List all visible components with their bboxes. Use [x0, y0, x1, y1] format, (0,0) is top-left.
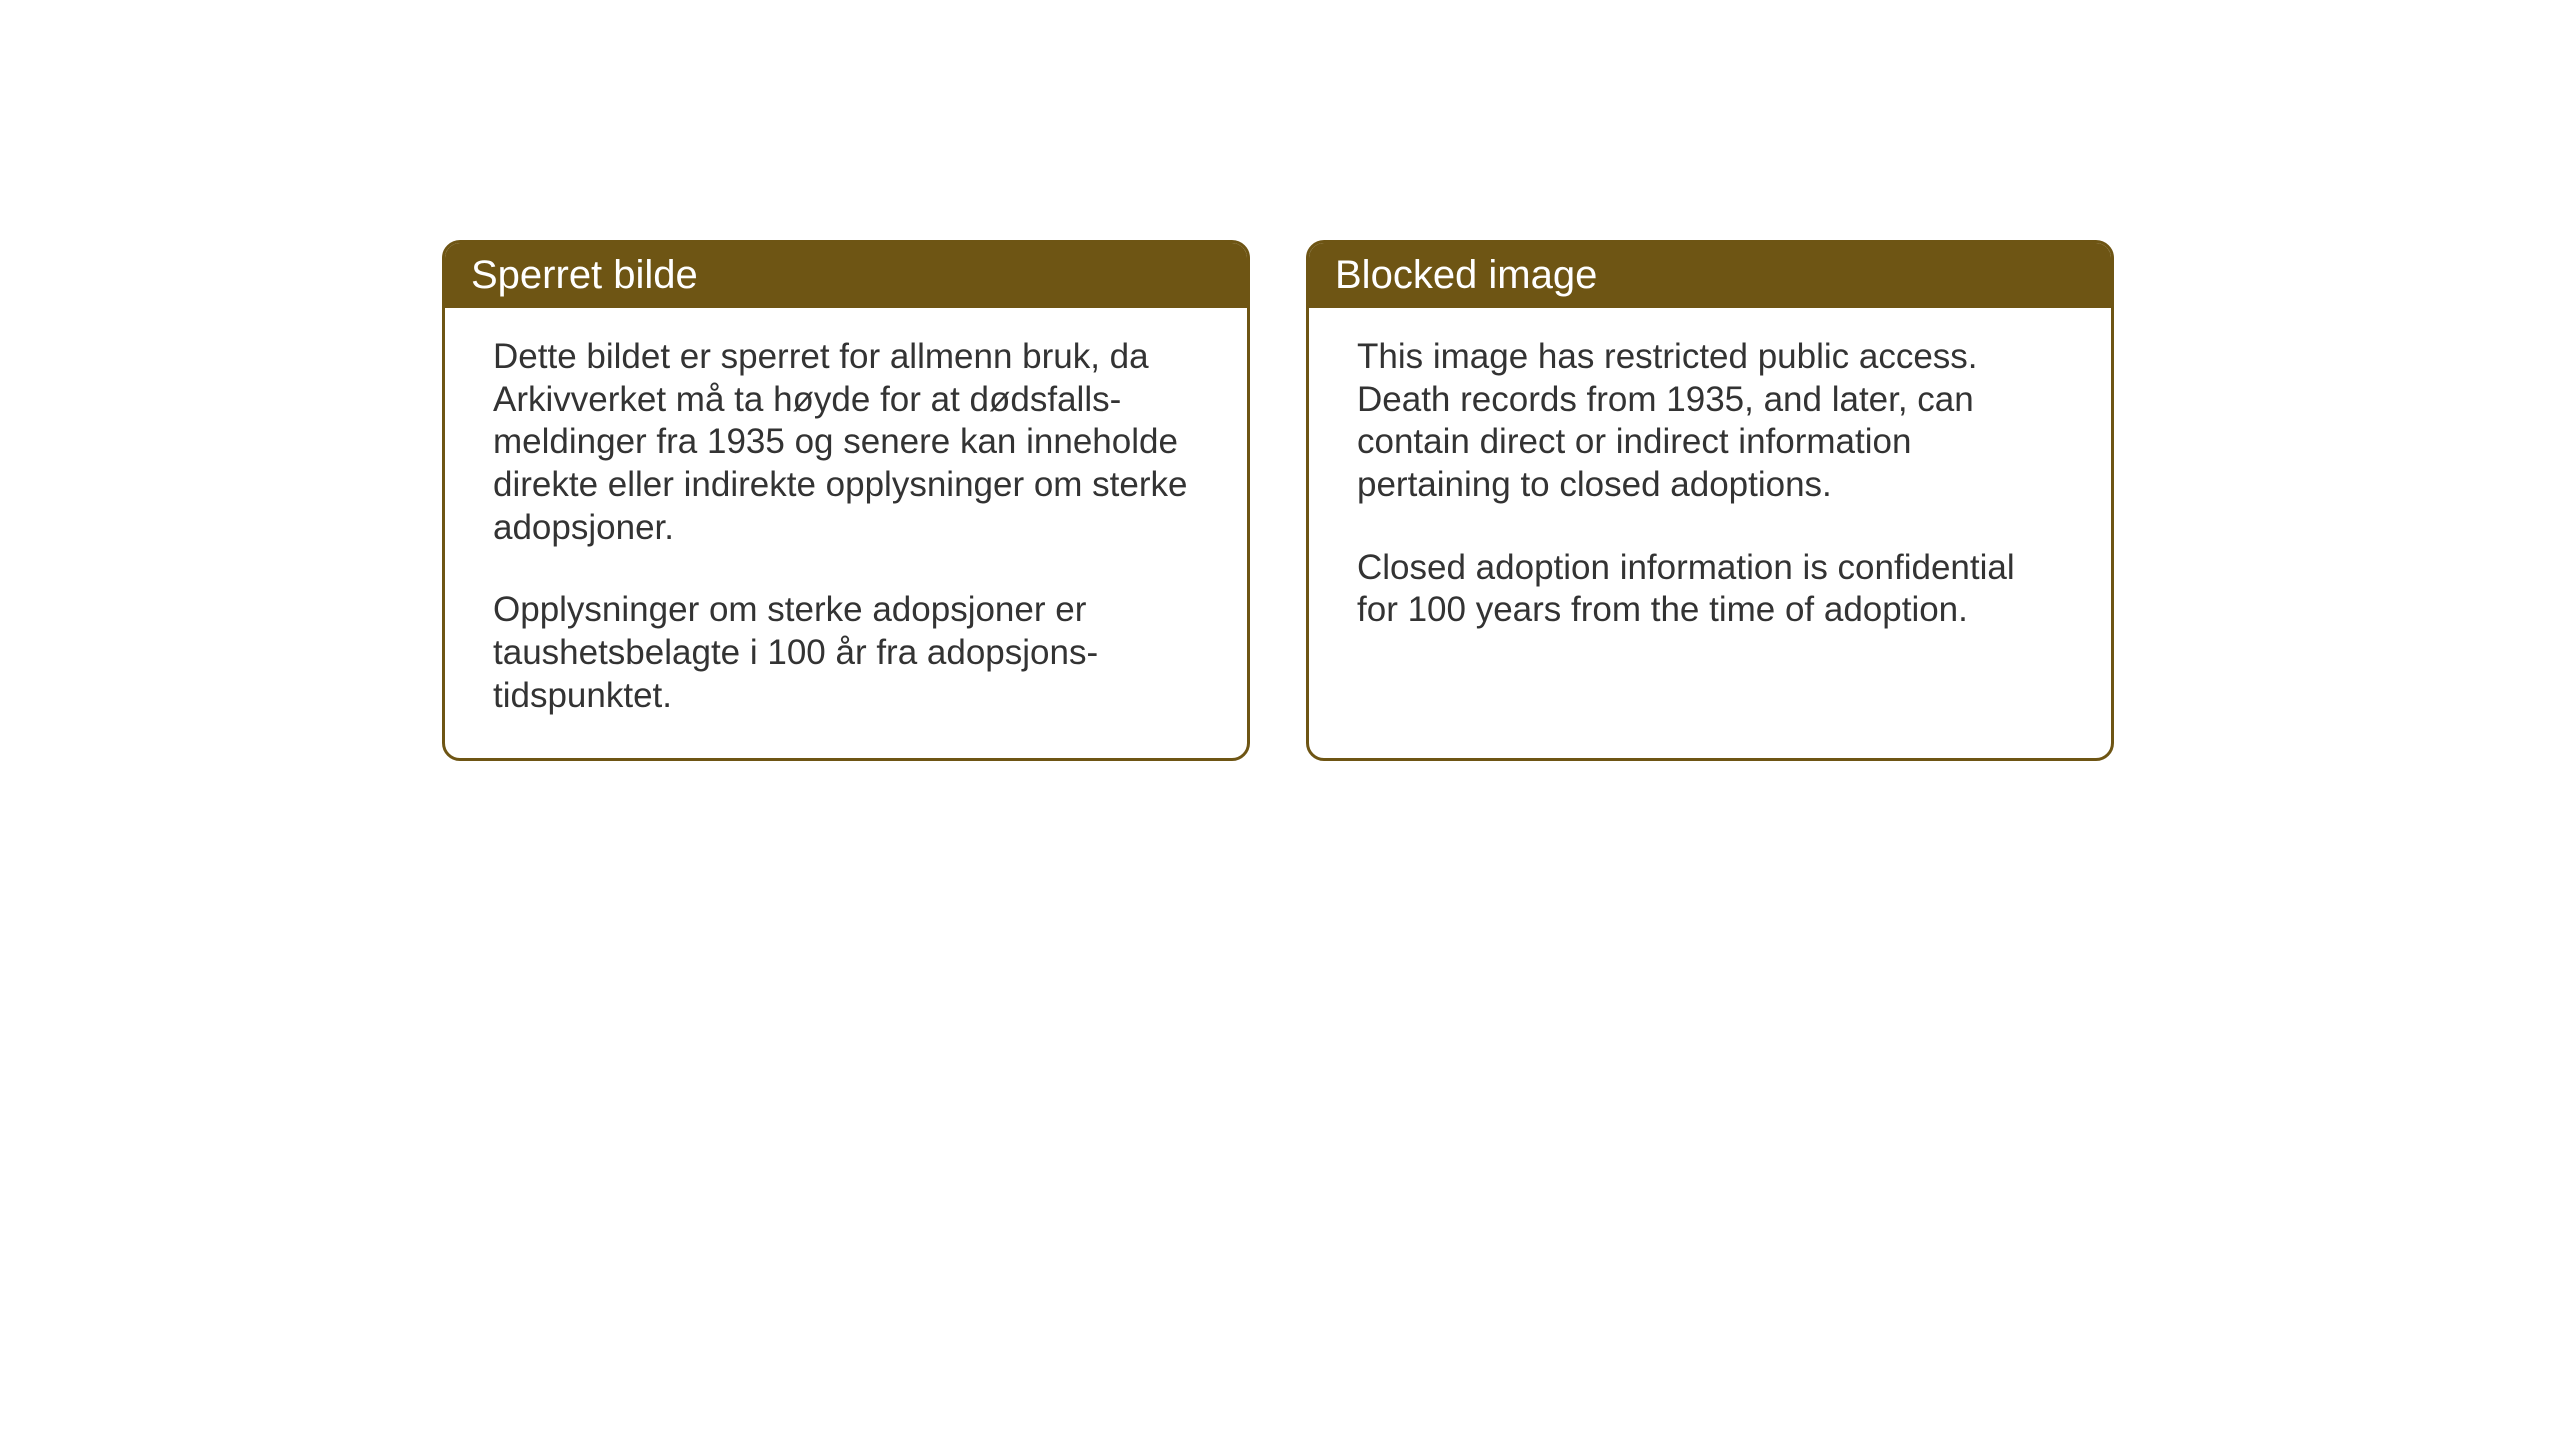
notice-card-english: Blocked image This image has restricted …: [1306, 240, 2114, 761]
card-paragraph-norwegian-1: Dette bildet er sperret for allmenn bruk…: [493, 336, 1199, 549]
card-paragraph-norwegian-2: Opplysninger om sterke adopsjoner er tau…: [493, 589, 1199, 717]
card-header-english: Blocked image: [1309, 243, 2111, 308]
card-header-norwegian: Sperret bilde: [445, 243, 1247, 308]
card-body-english: This image has restricted public access.…: [1309, 308, 2111, 698]
card-body-norwegian: Dette bildet er sperret for allmenn bruk…: [445, 308, 1247, 758]
card-title-norwegian: Sperret bilde: [471, 253, 698, 297]
notice-card-norwegian: Sperret bilde Dette bildet er sperret fo…: [442, 240, 1250, 761]
card-title-english: Blocked image: [1335, 253, 1597, 297]
notice-container: Sperret bilde Dette bildet er sperret fo…: [442, 240, 2114, 761]
card-paragraph-english-1: This image has restricted public access.…: [1357, 336, 2063, 507]
card-paragraph-english-2: Closed adoption information is confident…: [1357, 547, 2063, 632]
